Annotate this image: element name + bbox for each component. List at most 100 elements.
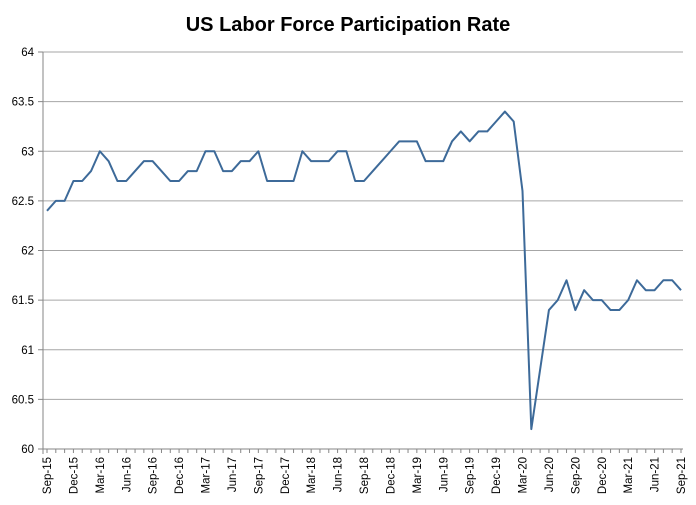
data-point bbox=[143, 160, 145, 162]
x-tick-label: Jun-16 bbox=[121, 457, 133, 492]
data-point bbox=[618, 309, 620, 311]
data-point bbox=[557, 299, 559, 301]
data-point bbox=[169, 180, 171, 182]
data-point bbox=[213, 150, 215, 152]
y-tick-label: 64 bbox=[21, 47, 34, 59]
data-point bbox=[196, 170, 198, 172]
x-tick-label: Mar-17 bbox=[201, 457, 213, 493]
x-tick-label: Dec-19 bbox=[491, 457, 503, 494]
data-point bbox=[319, 160, 321, 162]
y-tick-label: 61.5 bbox=[12, 295, 34, 307]
data-point bbox=[284, 180, 286, 182]
y-tick-label: 63.5 bbox=[12, 97, 34, 109]
data-point bbox=[680, 289, 682, 291]
data-point bbox=[354, 180, 356, 182]
x-tick-label: Jun-19 bbox=[438, 457, 450, 492]
x-tick-label: Mar-19 bbox=[412, 457, 424, 493]
data-point bbox=[301, 150, 303, 152]
data-point bbox=[477, 130, 479, 132]
data-point bbox=[55, 200, 57, 202]
data-point bbox=[231, 170, 233, 172]
data-point bbox=[108, 160, 110, 162]
y-tick-label: 60 bbox=[21, 444, 34, 456]
data-point bbox=[486, 130, 488, 132]
x-tick-label: Mar-21 bbox=[623, 457, 635, 493]
x-tick-label: Mar-16 bbox=[95, 457, 107, 493]
data-point bbox=[645, 289, 647, 291]
y-tick-labels: 60 60.5 61 61.5 62 62.5 63 63.5 64 bbox=[12, 47, 35, 456]
data-point bbox=[249, 160, 251, 162]
data-point bbox=[64, 200, 66, 202]
data-point bbox=[363, 180, 365, 182]
data-point bbox=[574, 309, 576, 311]
data-point bbox=[116, 180, 118, 182]
data-point bbox=[442, 160, 444, 162]
data-point bbox=[90, 170, 92, 172]
y-tick-label: 62.5 bbox=[12, 196, 34, 208]
data-point bbox=[513, 120, 515, 122]
data-point bbox=[469, 140, 471, 142]
data-point bbox=[46, 210, 48, 212]
data-point bbox=[636, 279, 638, 281]
x-tick-label: Sep-15 bbox=[42, 457, 54, 494]
data-point bbox=[654, 289, 656, 291]
x-tick-label: Dec-20 bbox=[597, 457, 609, 494]
gridlines bbox=[43, 51, 683, 400]
x-tick-label: Jun-20 bbox=[544, 457, 556, 492]
axes bbox=[38, 51, 683, 454]
x-tick-label: Jun-21 bbox=[650, 457, 662, 492]
x-tick-label: Sep-20 bbox=[570, 457, 582, 494]
series-layer bbox=[46, 110, 682, 431]
data-point bbox=[416, 140, 418, 142]
data-point bbox=[240, 160, 242, 162]
chart-title: US Labor Force Participation Rate bbox=[186, 14, 511, 36]
x-tick-label: Mar-20 bbox=[518, 457, 530, 493]
x-tick-label: Dec-17 bbox=[280, 457, 292, 494]
data-point bbox=[81, 180, 83, 182]
y-tick-label: 61 bbox=[21, 345, 34, 357]
data-point bbox=[451, 140, 453, 142]
data-point bbox=[160, 170, 162, 172]
y-tick-label: 60.5 bbox=[12, 394, 34, 406]
data-point bbox=[522, 190, 524, 192]
data-point bbox=[662, 279, 664, 281]
data-point bbox=[433, 160, 435, 162]
data-point bbox=[381, 160, 383, 162]
y-tick-label: 62 bbox=[21, 246, 34, 258]
x-tick-labels: Sep-15 Dec-15 Mar-16 Jun-16 Sep-16 Dec-16 Mar-… bbox=[42, 457, 688, 494]
data-point bbox=[539, 369, 541, 371]
data-point bbox=[187, 170, 189, 172]
data-point bbox=[372, 170, 374, 172]
data-point bbox=[610, 309, 612, 311]
data-point bbox=[398, 140, 400, 142]
data-point bbox=[407, 140, 409, 142]
series-line bbox=[46, 110, 682, 431]
data-point bbox=[152, 160, 154, 162]
x-tick-label: Jun-18 bbox=[333, 457, 345, 492]
data-point bbox=[460, 130, 462, 132]
x-tick-label: Jun-17 bbox=[227, 457, 239, 492]
data-point bbox=[125, 180, 127, 182]
data-point bbox=[293, 180, 295, 182]
x-tick-label: Mar-18 bbox=[306, 457, 318, 493]
y-tick-label: 63 bbox=[21, 146, 34, 158]
data-point bbox=[257, 150, 259, 152]
data-point bbox=[72, 180, 74, 182]
data-point bbox=[222, 170, 224, 172]
x-tick-label: Sep-16 bbox=[148, 457, 160, 494]
data-point bbox=[583, 289, 585, 291]
data-point bbox=[504, 111, 506, 113]
x-tick-label: Sep-18 bbox=[359, 457, 371, 494]
x-tick-label: Sep-17 bbox=[253, 457, 265, 494]
x-tick-label: Dec-16 bbox=[174, 457, 186, 494]
data-point bbox=[178, 180, 180, 182]
x-tick-label: Sep-19 bbox=[465, 457, 477, 494]
data-point bbox=[99, 150, 101, 152]
data-point bbox=[495, 120, 497, 122]
data-point bbox=[328, 160, 330, 162]
data-point bbox=[337, 150, 339, 152]
data-point bbox=[389, 150, 391, 152]
x-tick-label: Dec-15 bbox=[68, 457, 80, 494]
